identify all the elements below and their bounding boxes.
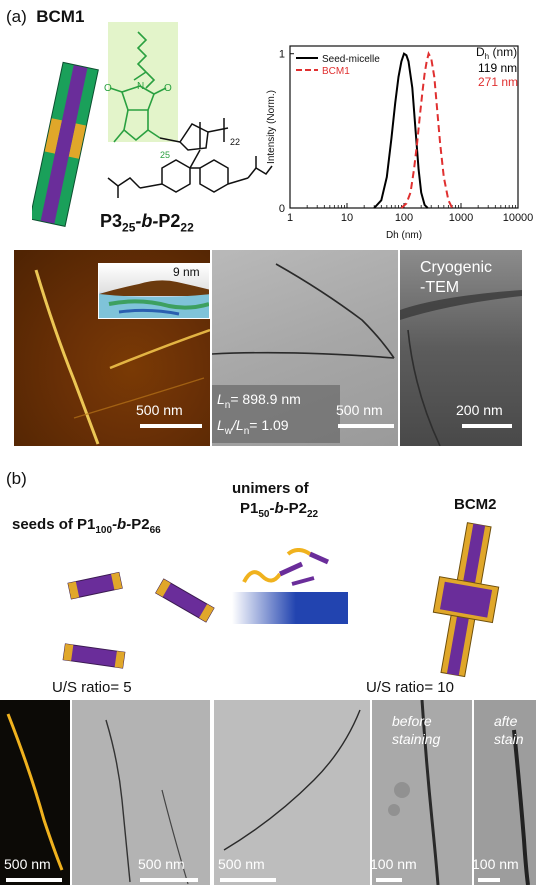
- cryo-structures: [400, 290, 522, 446]
- bcm2-title: BCM2: [454, 496, 497, 513]
- afm-inset-height: 9 nm: [173, 265, 200, 279]
- svg-text:O: O: [104, 83, 112, 94]
- repeat-sub-25: 25: [160, 150, 170, 160]
- afm-scale-label: 500 nm: [136, 402, 183, 418]
- y-axis-label: Intensity (Norm.): [266, 90, 277, 164]
- series-line-seed-micelle: [373, 52, 429, 209]
- panel-a-label: (a) BCM1: [6, 8, 84, 25]
- afm-inset-profile: [99, 280, 209, 318]
- afm-inset: 9 nm: [98, 263, 210, 319]
- tem-image-b1: 500 nm: [72, 700, 210, 885]
- afm-fibers: [34, 269, 210, 445]
- dh-header: Dh (nm): [476, 45, 517, 61]
- seed-micelles-schematic: [62, 571, 215, 669]
- scale-label-b4: 100 nm: [372, 856, 417, 872]
- polymer-label-a: P325-b-P222: [100, 211, 194, 235]
- series-line-bcm1: [400, 51, 454, 209]
- svg-text:O: O: [164, 83, 172, 94]
- scale-label-b3: 500 nm: [218, 856, 265, 872]
- chemical-structure: O O N 25 22: [104, 22, 273, 198]
- ratio-10-label: U/S ratio= 10: [366, 679, 454, 696]
- scale-bar-b1: [6, 878, 62, 882]
- x-tick-label: 10000: [503, 212, 534, 224]
- y-tick-label: 0: [279, 203, 285, 215]
- scale-bar-b4: [376, 878, 402, 882]
- scale-bar-b5: [478, 878, 500, 882]
- legend-label: BCM1: [322, 66, 350, 77]
- unimers-label-line1: unimers of: [232, 480, 309, 497]
- tem-fibers-a: [212, 263, 395, 359]
- afm-image-b: 500 nm: [0, 700, 70, 885]
- lw-ln-stat: Lw/Ln= 1.09: [217, 417, 289, 437]
- legend-label: Seed-micelle: [322, 54, 380, 65]
- unimers-label-line2: P150-b-P222: [240, 500, 319, 520]
- chart-series: [296, 51, 454, 209]
- panel-b-label: (b): [6, 469, 27, 488]
- x-tick-label: 1: [287, 212, 293, 224]
- dh-value: 271 nm: [478, 75, 518, 89]
- ratio-5-label: U/S ratio= 5: [52, 679, 132, 696]
- scale-label-b1: 500 nm: [4, 856, 51, 872]
- panel-a-letter: (a): [6, 7, 27, 26]
- cryo-tem-image: Cryogenic -TEM 200 nm: [400, 250, 522, 446]
- bcm1-micelle-schematic: [32, 61, 99, 227]
- x-axis-label: Dh (nm): [386, 230, 422, 241]
- repeat-sub-22: 22: [230, 137, 240, 147]
- x-tick-label: 1000: [449, 212, 473, 224]
- tem-image-b2: 500 nm: [214, 700, 370, 885]
- tem-fiber-after: [512, 729, 530, 885]
- tem-image-before-staining: before staining 100 nm: [372, 700, 472, 885]
- tem-scale-bar-a: [338, 424, 394, 428]
- ln-stat: Ln= 898.9 nm: [217, 391, 301, 411]
- tem-image-a: Ln= 898.9 nm Lw/Ln= 1.09 500 nm: [212, 250, 398, 446]
- tem-fibers-b1: [105, 719, 189, 885]
- bcm2-schematic: [432, 522, 500, 678]
- cryo-tem-title: Cryogenic -TEM: [420, 259, 493, 296]
- svg-text:N: N: [137, 81, 144, 92]
- cryo-scale-bar: [462, 424, 512, 428]
- x-tick-label: 10: [341, 212, 353, 224]
- seeds-label: seeds of P1100-b-P266: [12, 516, 161, 536]
- tem-scale-label-a: 500 nm: [336, 402, 383, 418]
- scale-bar-b2: [140, 878, 198, 882]
- tem-fiber-before: [388, 700, 440, 885]
- tem-image-after-staining: afte stain 100 nm: [474, 700, 536, 885]
- bcm1-title: BCM1: [36, 7, 85, 26]
- dh-value: 119 nm: [478, 61, 517, 75]
- before-staining-label: before staining: [392, 713, 441, 747]
- length-stats-box: Ln= 898.9 nm Lw/Ln= 1.09: [212, 385, 340, 443]
- tem-fibers-b2: [223, 709, 361, 851]
- afm-fiber-b: [6, 713, 64, 871]
- scale-label-b5: 100 nm: [474, 856, 519, 872]
- scale-label-b2: 500 nm: [138, 856, 185, 872]
- x-tick-label: 100: [395, 212, 413, 224]
- afm-scale-bar: [140, 424, 202, 428]
- cryo-scale-label: 200 nm: [456, 402, 503, 418]
- y-tick-label: 1: [279, 49, 285, 61]
- after-staining-label: afte stain: [494, 713, 524, 747]
- scale-bar-b3: [220, 878, 276, 882]
- unimers-schematic: [232, 548, 348, 624]
